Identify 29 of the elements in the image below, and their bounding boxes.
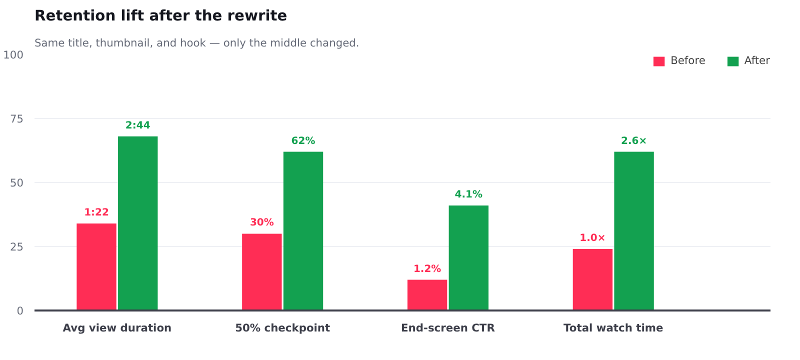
annotation: 4.1% — [454, 190, 483, 201]
annotation: 2.6× — [621, 136, 648, 147]
legend-label: Before — [670, 54, 706, 67]
bar — [242, 234, 282, 310]
x-tick-label: Total watch time — [564, 322, 664, 334]
y-tick-label: 0 — [16, 304, 24, 318]
y-tick-label: 100 — [3, 48, 24, 62]
chart-subtitle: Same title, thumbnail, and hook — only the middle changed. — [34, 36, 360, 50]
annotation: 62% — [291, 136, 316, 147]
annotation: 1.0× — [580, 233, 606, 244]
x-tick-label: Avg view duration — [62, 322, 172, 334]
annotation: 30% — [250, 218, 274, 229]
bar — [407, 280, 448, 310]
y-tick-label: 75 — [10, 112, 24, 126]
bar — [572, 249, 613, 310]
bar — [283, 152, 324, 310]
x-tick-label: 50% checkpoint — [235, 322, 330, 334]
bar — [76, 223, 116, 310]
bar — [118, 136, 158, 310]
annotation: 1:22 — [84, 207, 109, 218]
chart-title: Retention lift after the rewrite — [34, 8, 288, 24]
x-tick-label: End-screen CTR — [401, 322, 495, 334]
annotation: 1.2% — [413, 264, 442, 275]
bar — [614, 152, 654, 310]
y-tick-label: 25 — [10, 240, 24, 254]
annotation: 2:44 — [125, 120, 150, 132]
y-tick-label: 50 — [10, 176, 24, 190]
bar — [448, 206, 489, 310]
legend-label: After — [744, 54, 770, 67]
